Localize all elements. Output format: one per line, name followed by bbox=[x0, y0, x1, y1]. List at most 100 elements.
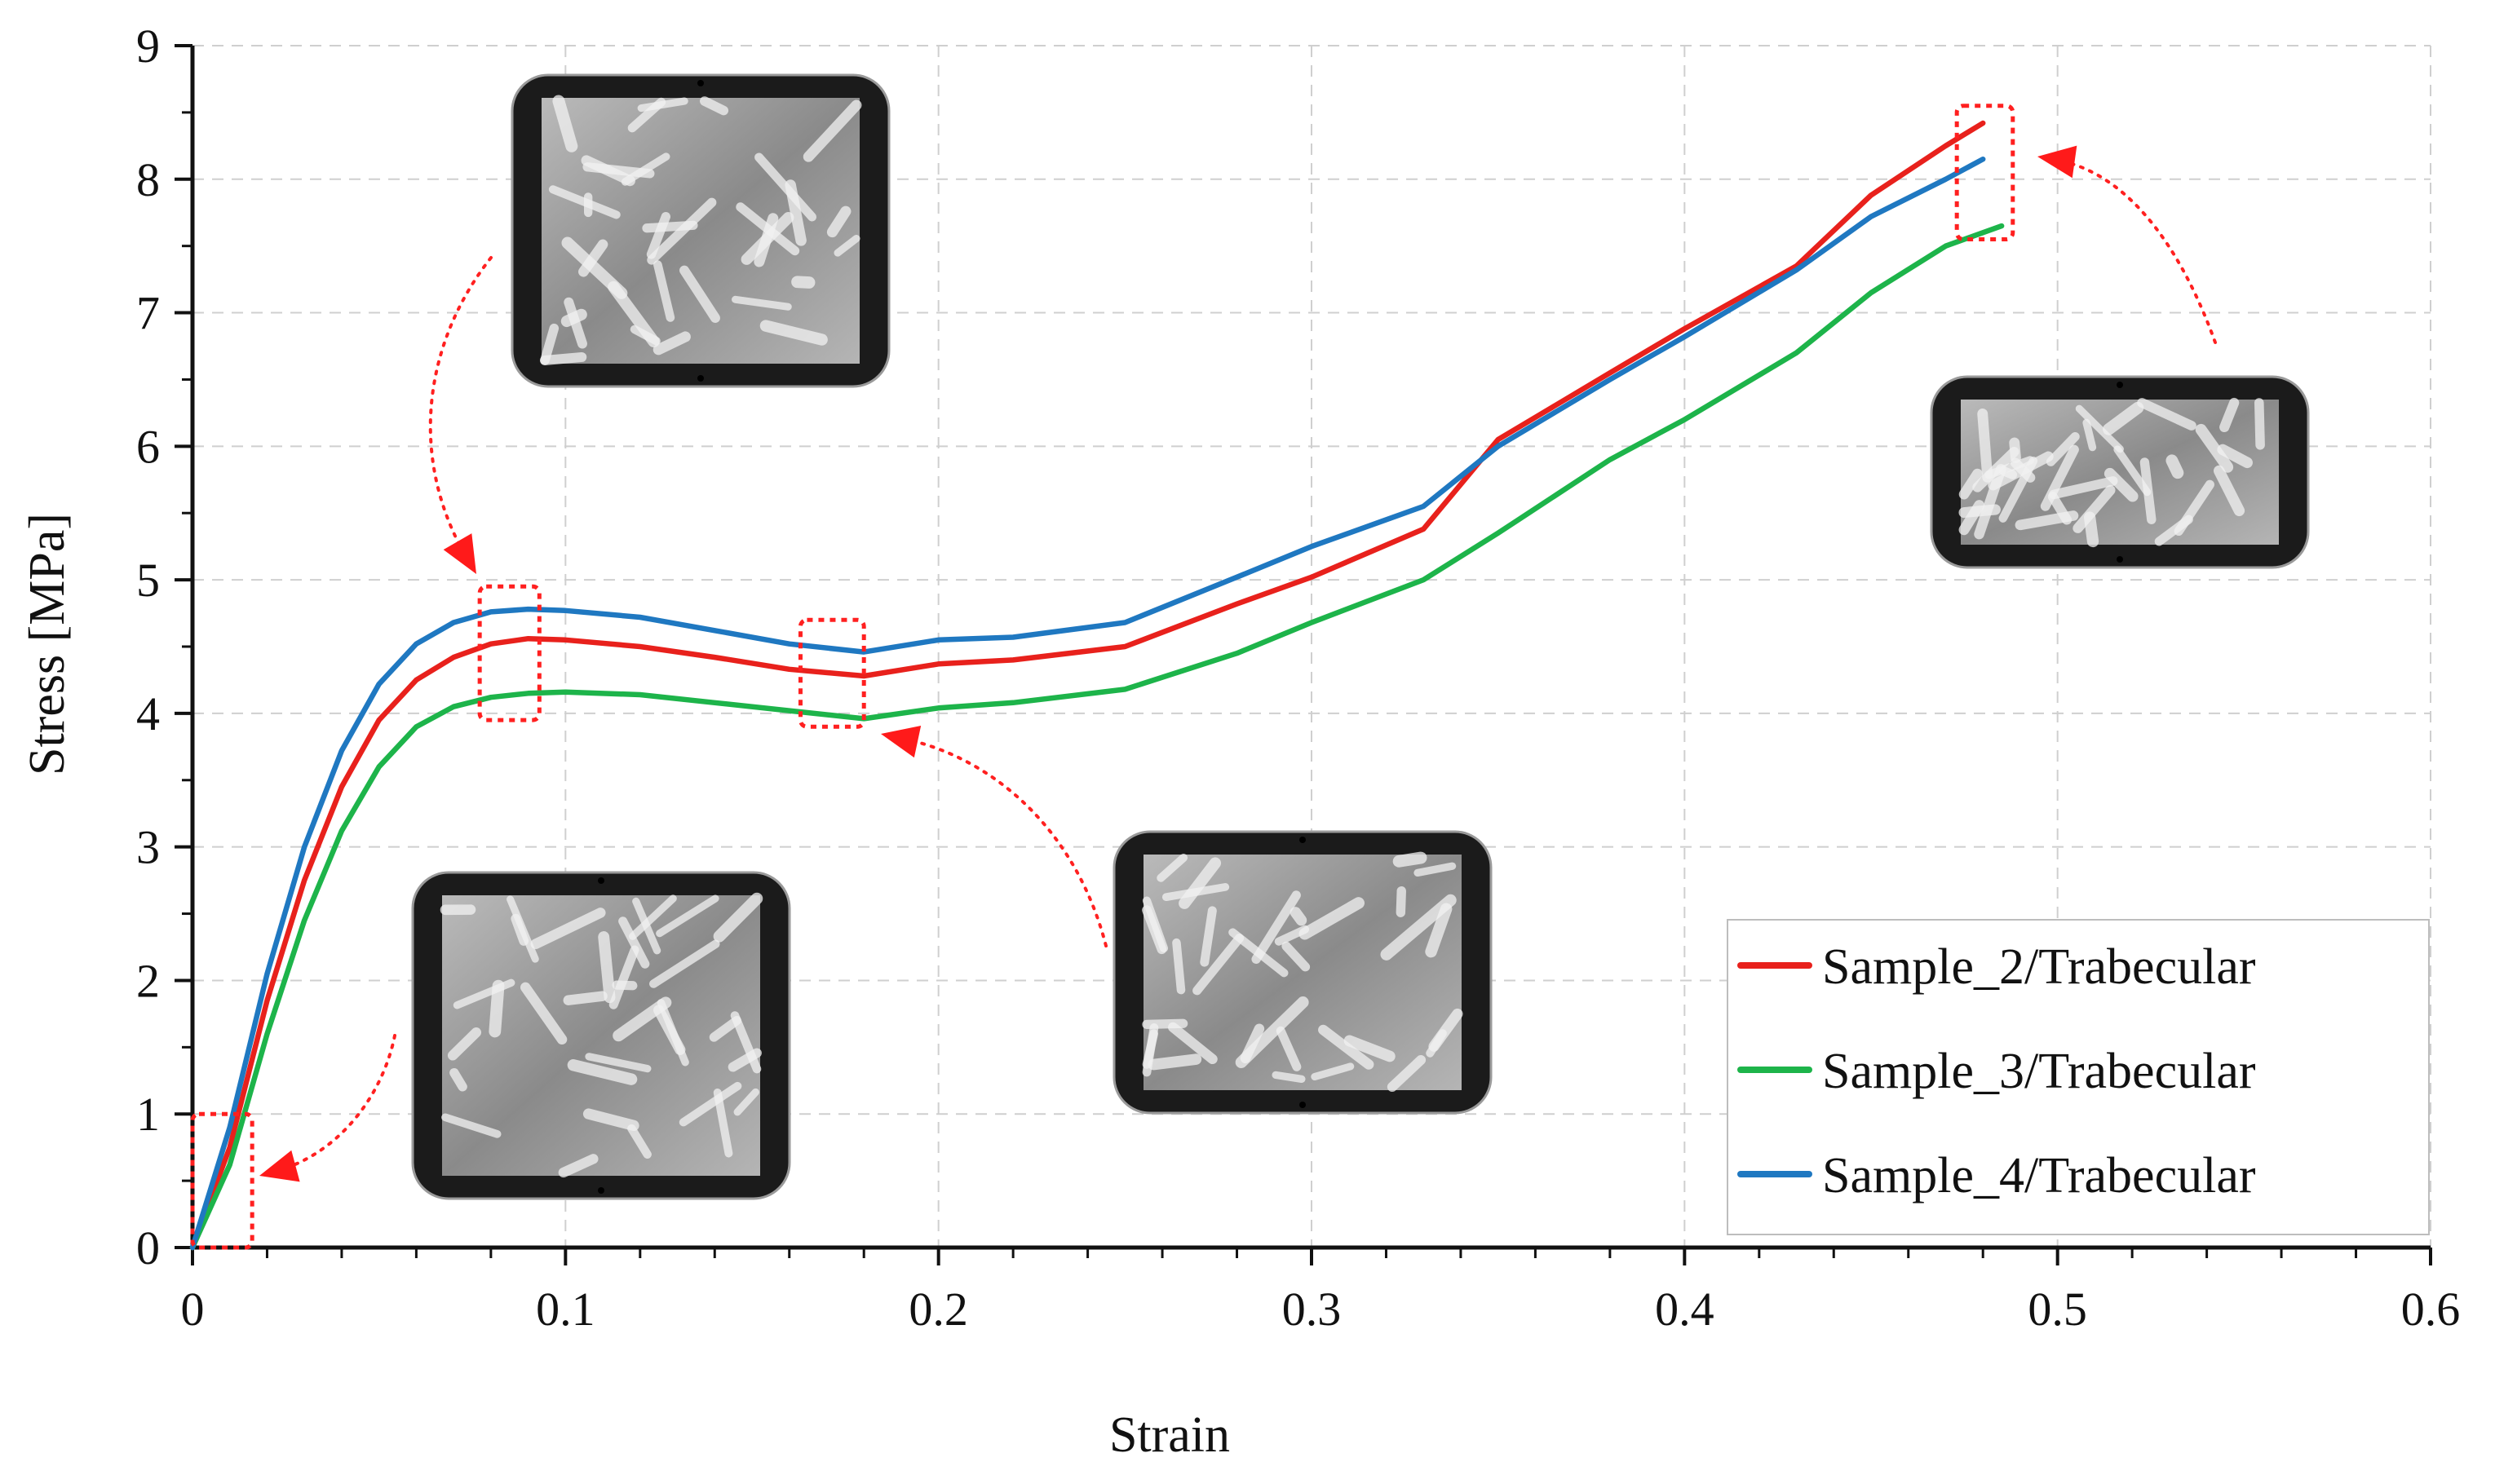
lattice-strut bbox=[1974, 464, 2006, 540]
lattice-strut bbox=[560, 308, 587, 328]
lattice-strut bbox=[2137, 398, 2196, 431]
lattice-strut bbox=[1343, 1035, 1396, 1062]
lattice-strut bbox=[1168, 1022, 1218, 1065]
lattice-strut bbox=[1977, 409, 1993, 483]
callout-arrow-line bbox=[428, 256, 493, 559]
lattice-strut bbox=[585, 1053, 652, 1073]
lattice-strut bbox=[637, 97, 688, 113]
lattice-strut bbox=[1396, 886, 1406, 917]
lattice-strut bbox=[1311, 1062, 1355, 1081]
legend-label: Sample_3/Trabecular bbox=[1822, 1044, 2256, 1099]
axes: 0 0.1 0.2 0.3 0.4 0.5 0.6 0 1 2 3 4 5 6 7 8 9 bbox=[136, 20, 2460, 1336]
fixture-dot bbox=[598, 877, 604, 884]
lattice-strut bbox=[1958, 500, 1985, 536]
specimen-photo bbox=[1113, 830, 1493, 1115]
lattice-strut bbox=[649, 939, 720, 988]
lattice-strut bbox=[2075, 404, 2124, 453]
lattice-strut bbox=[2174, 479, 2214, 537]
series-line-4 bbox=[189, 156, 1986, 1251]
lattice-strut bbox=[540, 352, 587, 365]
lattice-strut bbox=[1392, 851, 1427, 868]
lattice-strut bbox=[1426, 1029, 1447, 1058]
lattice-strut bbox=[826, 205, 852, 238]
zoom-boxes bbox=[190, 104, 2015, 1250]
lattice-strut bbox=[2165, 454, 2184, 479]
specimen-photo bbox=[411, 871, 791, 1200]
zoom-box bbox=[798, 617, 866, 729]
lattice-strut bbox=[441, 1113, 502, 1138]
zoom-box bbox=[190, 1111, 254, 1250]
lattice-strut bbox=[834, 234, 860, 257]
lattice-strut bbox=[732, 295, 792, 311]
lattice-strut bbox=[642, 220, 698, 233]
y-tick-label: 6 bbox=[136, 420, 160, 473]
lattice-strut bbox=[2009, 437, 2021, 464]
lattice-strut bbox=[657, 999, 689, 1067]
series-line-2 bbox=[189, 120, 1986, 1251]
y-tick-label: 2 bbox=[136, 954, 160, 1007]
legend-box bbox=[1727, 919, 2430, 1235]
lattice-strut bbox=[530, 908, 606, 950]
fixture-dot bbox=[2117, 382, 2123, 388]
lattice-strut bbox=[1179, 857, 1222, 909]
zoom-box bbox=[477, 584, 542, 722]
lattice-strut bbox=[1142, 896, 1169, 953]
callout-arrow-line bbox=[2062, 160, 2217, 344]
lattice-strut bbox=[511, 913, 529, 946]
x-tick-label: 0.4 bbox=[1655, 1283, 1714, 1336]
lattice-strut bbox=[520, 982, 568, 1045]
lattice-strut bbox=[1192, 934, 1245, 996]
y-tick-label: 4 bbox=[136, 687, 160, 740]
lattice-strut bbox=[2113, 445, 2152, 497]
y-tick-label: 8 bbox=[136, 153, 160, 206]
lattice-strut bbox=[1290, 907, 1307, 926]
lattice-strut bbox=[1172, 938, 1186, 995]
lattice-strut bbox=[1425, 903, 1453, 958]
lattice-strut bbox=[489, 979, 505, 1038]
lattice-strut bbox=[2073, 484, 2116, 533]
y-tick-label: 5 bbox=[136, 554, 160, 607]
lattice-strut bbox=[552, 95, 578, 152]
lattice-strut bbox=[447, 1027, 482, 1061]
lattice-strut bbox=[598, 931, 616, 1004]
lattice-strut bbox=[2213, 465, 2245, 517]
lattice-strut bbox=[1318, 1024, 1374, 1070]
fixture-dot bbox=[697, 80, 704, 86]
legend-label: Sample_4/Trabecular bbox=[1822, 1148, 2256, 1204]
lattice-strut bbox=[561, 236, 628, 299]
lattice-strut bbox=[2219, 397, 2240, 433]
lattice-strut bbox=[2195, 423, 2234, 473]
y-tick-label: 9 bbox=[136, 20, 160, 73]
y-axis-title: Stress [MPa] bbox=[20, 513, 75, 775]
lattice-strut bbox=[679, 1081, 742, 1127]
data-series bbox=[189, 120, 2005, 1251]
fixture-dot bbox=[598, 1187, 604, 1194]
lattice-strut bbox=[713, 892, 763, 943]
lattice-strut bbox=[803, 99, 862, 162]
lattice-strut bbox=[656, 894, 719, 938]
callout-arrow-head bbox=[881, 726, 922, 758]
lattice-strut bbox=[567, 1059, 638, 1085]
x-tick-label: 0 bbox=[181, 1283, 205, 1336]
lattice-strut bbox=[713, 1088, 733, 1158]
callout-arrow-head bbox=[2037, 145, 2077, 179]
y-tick-label: 1 bbox=[136, 1088, 160, 1141]
y-tick-label: 7 bbox=[136, 287, 160, 340]
lattice-strut bbox=[558, 1154, 599, 1178]
x-tick-label: 0.1 bbox=[536, 1283, 595, 1336]
lattice-strut bbox=[563, 991, 608, 1005]
x-axis-title: Strain bbox=[1109, 1407, 1230, 1463]
lattice-strut bbox=[647, 197, 717, 265]
lattice-strut bbox=[2082, 418, 2097, 452]
lattice-strut bbox=[1958, 468, 1983, 500]
lattice-strut bbox=[630, 325, 661, 346]
lattice-strut bbox=[548, 185, 621, 219]
lattice-strut bbox=[700, 96, 729, 116]
zoom-box bbox=[1954, 104, 2015, 241]
lattice-strut bbox=[618, 916, 650, 969]
lattice-strut bbox=[1272, 1071, 1306, 1084]
specimen-photo-insets bbox=[411, 73, 2310, 1200]
x-tick-label: 0.2 bbox=[909, 1283, 968, 1336]
lattice-strut bbox=[1148, 1053, 1202, 1071]
